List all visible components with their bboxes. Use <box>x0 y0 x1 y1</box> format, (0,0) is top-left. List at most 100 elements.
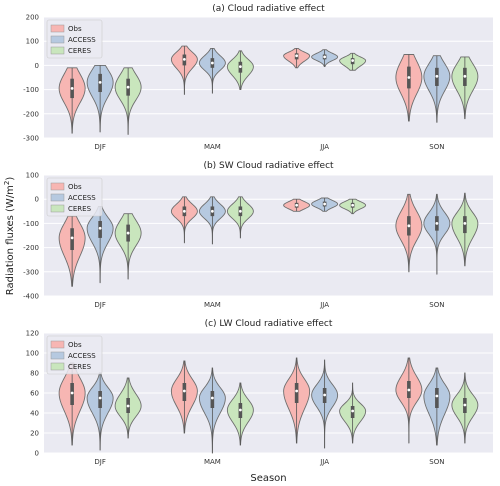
x-tick-label: DJF <box>94 301 105 309</box>
legend-swatch-ceres <box>50 204 65 213</box>
median-point <box>463 74 467 78</box>
y-tick-label: -100 <box>23 86 39 94</box>
panel-title: (c) LW Cloud radiative effect <box>205 319 333 329</box>
median-point <box>295 203 299 207</box>
x-tick-label: SON <box>429 458 444 466</box>
median-point <box>463 403 467 407</box>
x-tick-label: MAM <box>204 301 221 309</box>
median-point <box>210 396 214 400</box>
x-tick-label: MAM <box>204 143 221 151</box>
legend: Obs ACCESS CERES <box>46 19 103 59</box>
median-point <box>351 59 355 62</box>
y-axis-label: Radiation fluxes (W/m2) <box>3 177 16 296</box>
median-point <box>323 55 327 59</box>
median-point <box>182 57 186 61</box>
median-point <box>98 226 102 230</box>
y-tick-label: -200 <box>23 110 39 118</box>
x-tick-label: DJF <box>94 458 105 466</box>
legend-swatch-obs <box>50 182 65 191</box>
median-point <box>182 389 186 393</box>
median-point <box>295 54 299 58</box>
panel-2: -400 -300 -200 -100 0 100 (b) SW Cloud radiati… <box>23 161 493 309</box>
x-axis-label: Season <box>250 473 286 484</box>
median-point <box>435 74 439 78</box>
iqr-box <box>98 391 102 408</box>
x-tick-label: JJA <box>319 458 329 466</box>
y-tick-label: 0 <box>35 196 39 204</box>
y-tick-label: -300 <box>23 135 39 143</box>
panel-3: 0 20 40 60 80 100 120 (c) LW Cloud radiative ef… <box>26 319 493 466</box>
iqr-box <box>294 383 299 403</box>
legend-swatch-access <box>50 193 65 202</box>
median-point <box>126 404 130 408</box>
median-point <box>435 222 439 225</box>
median-point <box>210 61 214 65</box>
y-tick-label: -100 <box>23 220 39 228</box>
iqr-box <box>210 391 215 408</box>
y-tick-label: 120 <box>26 330 39 338</box>
y-tick-label: 0 <box>35 450 39 458</box>
panel-title: (b) SW Cloud radiative effect <box>203 161 334 171</box>
x-tick-label: SON <box>429 143 444 151</box>
x-tick-label: JJA <box>319 301 329 309</box>
x-tick-label: JJA <box>319 143 329 151</box>
median-point <box>98 80 102 84</box>
legend-label: Obs <box>68 183 82 191</box>
legend-swatch-obs <box>50 24 65 33</box>
legend-label: ACCESS <box>68 194 96 202</box>
median-point <box>98 396 102 400</box>
legend-swatch-ceres <box>50 46 65 55</box>
iqr-box <box>435 388 439 408</box>
median-point <box>407 76 411 79</box>
median-point <box>70 86 74 90</box>
y-tick-label: 200 <box>26 14 39 22</box>
panel-title: (a) Cloud radiative effect <box>212 4 325 14</box>
legend-swatch-ceres <box>50 362 65 371</box>
legend-label: ACCESS <box>68 36 96 44</box>
x-tick-label: SON <box>429 301 444 309</box>
median-point <box>323 393 327 397</box>
median-point <box>435 394 439 398</box>
median-point <box>351 409 355 413</box>
y-tick-label: 20 <box>30 430 39 438</box>
median-point <box>407 388 411 392</box>
median-point <box>70 236 74 240</box>
y-tick-label: 0 <box>35 62 39 70</box>
legend-label: Obs <box>68 341 82 349</box>
median-point <box>351 203 355 207</box>
median-point <box>323 202 327 206</box>
median-point <box>126 85 130 89</box>
median-point <box>238 65 242 69</box>
legend: Obs ACCESS CERES <box>46 177 103 217</box>
legend-label: CERES <box>68 47 92 55</box>
legend-label: ACCESS <box>68 352 96 360</box>
y-tick-label: 100 <box>26 38 39 46</box>
x-tick-label: MAM <box>204 458 221 466</box>
legend-swatch-obs <box>50 340 65 349</box>
legend-label: Obs <box>68 25 82 33</box>
legend-swatch-access <box>50 35 65 44</box>
legend-label: CERES <box>68 363 92 371</box>
legend-swatch-access <box>50 351 65 360</box>
y-tick-label: 100 <box>26 350 39 358</box>
y-tick-label: 80 <box>30 370 39 378</box>
median-point <box>182 209 186 213</box>
median-point <box>295 389 299 393</box>
median-point <box>238 408 242 412</box>
median-point <box>210 209 214 213</box>
y-tick-label: 40 <box>30 410 39 418</box>
median-point <box>126 231 130 235</box>
y-tick-label: -200 <box>23 244 39 252</box>
y-tick-label: 100 <box>26 172 39 180</box>
median-point <box>463 222 467 225</box>
legend: Obs ACCESS CERES <box>46 335 103 375</box>
panel-1: -300 -200 -100 0 100 200 (a) Cloud radiative e… <box>23 4 493 151</box>
median-point <box>238 209 242 213</box>
y-tick-label: -300 <box>23 268 39 276</box>
y-tick-label: 60 <box>30 390 39 398</box>
median-point <box>407 224 411 228</box>
y-tick-label: -400 <box>23 293 39 301</box>
legend-label: CERES <box>68 205 92 213</box>
median-point <box>70 391 74 395</box>
